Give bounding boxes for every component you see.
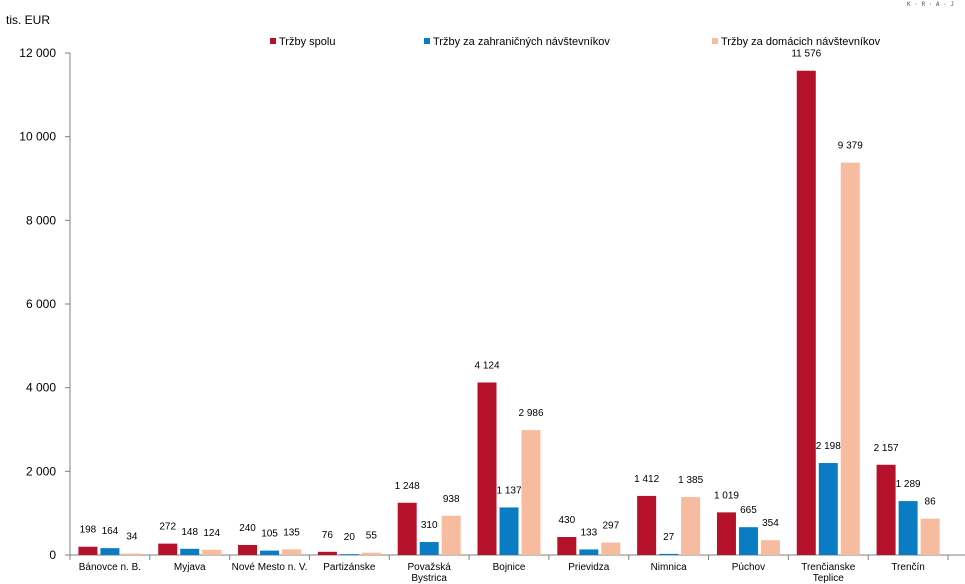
bar — [717, 512, 736, 555]
bar — [921, 519, 940, 555]
bar — [100, 548, 119, 555]
bar — [362, 553, 381, 555]
bar — [899, 501, 918, 555]
bar — [442, 516, 461, 555]
data-label: 86 — [925, 497, 937, 508]
data-label: 1 412 — [634, 474, 659, 485]
y-axis-unit-label: tis. EUR — [6, 13, 50, 27]
data-label: 133 — [580, 527, 597, 538]
category-label: Bánovce n. B. — [79, 562, 141, 573]
bar — [340, 554, 359, 555]
data-label: 2 986 — [518, 408, 543, 419]
bar — [318, 552, 337, 555]
data-label: 1 248 — [395, 481, 420, 492]
category-label: Partizánske — [323, 562, 376, 573]
data-label: 665 — [740, 505, 757, 516]
y-tick-label: 0 — [49, 548, 56, 562]
bar — [202, 550, 221, 555]
data-label: 11 576 — [791, 49, 821, 60]
data-label: 1 019 — [714, 490, 739, 501]
category-label: Prievidza — [568, 562, 610, 573]
data-label: 430 — [558, 515, 575, 526]
legend-swatch — [424, 38, 430, 44]
bar — [557, 537, 576, 555]
data-label: 1 137 — [496, 485, 521, 496]
bar — [877, 465, 896, 555]
bar — [398, 503, 417, 555]
data-label: 310 — [421, 520, 438, 531]
legend-swatch — [712, 38, 718, 44]
category-label: Nimnica — [651, 562, 688, 573]
data-label: 34 — [126, 532, 138, 543]
legend-swatch — [270, 38, 276, 44]
data-label: 198 — [80, 525, 97, 536]
bar — [659, 554, 678, 555]
data-label: 20 — [344, 532, 356, 543]
category-label: Bojnice — [493, 562, 526, 573]
bar — [761, 540, 780, 555]
bar — [180, 549, 199, 555]
bar — [819, 463, 838, 555]
data-label: 9 379 — [838, 141, 863, 152]
data-label: 76 — [322, 530, 334, 541]
legend-label: Tržby spolu — [279, 36, 335, 48]
data-label: 164 — [102, 526, 119, 537]
data-label: 1 385 — [678, 475, 703, 486]
bar — [681, 497, 700, 555]
bar — [238, 545, 257, 555]
y-axis: 0 2 000 4 000 6 000 8 000 10 000 12 000 — [19, 46, 70, 562]
data-label: 938 — [443, 494, 460, 505]
category-label: Považská Bystrica — [408, 562, 452, 584]
data-label: 2 198 — [816, 441, 841, 452]
legend-label: Tržby za zahraničných návštevníkov — [433, 36, 610, 48]
y-tick-label: 6 000 — [26, 297, 56, 311]
bar — [260, 551, 279, 555]
bar — [601, 543, 620, 555]
bar — [282, 549, 301, 555]
bar — [500, 507, 519, 555]
category-label: Púchov — [732, 562, 765, 573]
legend-label: Tržby za domácich návštevníkov — [721, 36, 881, 48]
data-label: 4 124 — [474, 360, 499, 371]
y-tick-label: 10 000 — [19, 130, 56, 144]
data-label: 135 — [283, 527, 300, 538]
bar — [579, 549, 598, 555]
bar — [797, 71, 816, 555]
data-label: 240 — [239, 523, 256, 534]
legend: Tržby spolu Tržby za zahraničných návštev… — [270, 36, 881, 48]
bar — [78, 547, 97, 555]
data-label: 27 — [663, 532, 675, 543]
bar — [158, 544, 177, 555]
bar — [122, 554, 141, 555]
y-tick-label: 8 000 — [26, 213, 56, 227]
data-label: 297 — [602, 521, 619, 532]
data-label: 354 — [762, 518, 779, 529]
bars — [78, 71, 939, 555]
category-label: Trenčianske Teplice — [801, 562, 856, 584]
y-tick-label: 4 000 — [26, 381, 56, 395]
category-label: Trenčín — [891, 562, 925, 573]
bar — [637, 496, 656, 555]
bar — [478, 382, 497, 555]
data-label: 272 — [159, 522, 176, 533]
data-label: 148 — [181, 527, 198, 538]
category-label: Nové Mesto n. V. — [232, 562, 308, 573]
category-label: Myjava — [174, 562, 206, 573]
y-tick-label: 2 000 — [26, 464, 56, 478]
x-axis: Bánovce n. B. Myjava Nové Mesto n. V. Parti… — [70, 555, 965, 584]
bar — [841, 163, 860, 555]
bar — [739, 527, 758, 555]
y-tick-label: 12 000 — [19, 46, 56, 60]
logo-text: K · R · A · J — [907, 1, 954, 8]
data-label: 124 — [203, 528, 220, 539]
data-label: 2 157 — [874, 443, 899, 454]
data-label: 55 — [366, 531, 378, 542]
data-label: 1 289 — [896, 479, 921, 490]
bar — [420, 542, 439, 555]
data-label: 105 — [261, 529, 278, 540]
bar — [522, 430, 541, 555]
